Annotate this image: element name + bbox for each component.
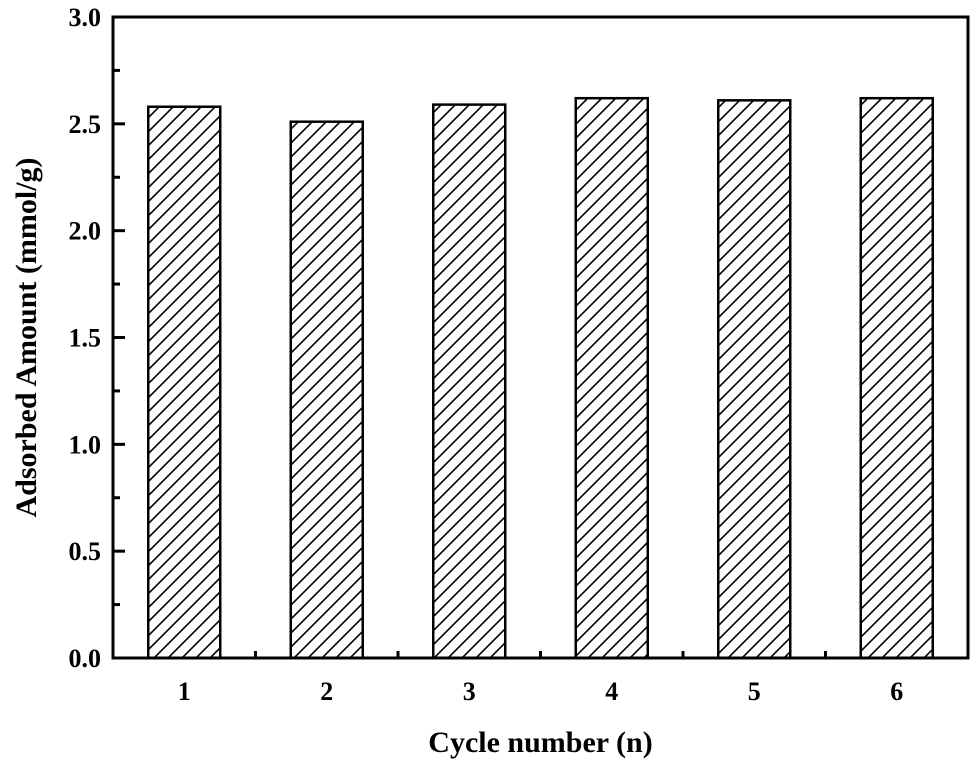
bar-cycle-5 [717, 99, 792, 660]
tick-labels-layer: 1 2 3 4 5 6 0.0 0.5 1.0 1.5 2.0 2.5 3.0 [69, 3, 904, 706]
y-tick-label: 2.0 [69, 217, 102, 246]
plot-frame [111, 15, 970, 660]
y-tick-label: 1.5 [69, 324, 102, 353]
bar-cycle-1 [147, 105, 222, 660]
bar-cycle-4 [574, 96, 649, 660]
y-tick-label: 1.0 [69, 430, 102, 459]
ticks-layer [113, 15, 827, 660]
y-tick-label: 3.0 [69, 3, 102, 32]
y-axis-title: Adsorbed Amount (mmol/g) [10, 157, 43, 517]
bar-cycle-6 [859, 96, 934, 660]
x-axis-title: Cycle number (n) [428, 726, 652, 759]
y-tick-label: 0.0 [69, 644, 102, 673]
x-tick-label: 2 [320, 677, 333, 706]
x-tick-label: 5 [748, 677, 761, 706]
bar-cycle-2 [289, 120, 364, 660]
x-tick-label: 4 [605, 677, 618, 706]
y-tick-label: 0.5 [69, 537, 102, 566]
x-tick-label: 1 [178, 677, 191, 706]
x-tick-label: 3 [463, 677, 476, 706]
y-tick-label: 2.5 [69, 110, 102, 139]
x-tick-label: 6 [890, 677, 903, 706]
bars-layer [147, 96, 934, 660]
bar-cycle-3 [432, 103, 507, 660]
